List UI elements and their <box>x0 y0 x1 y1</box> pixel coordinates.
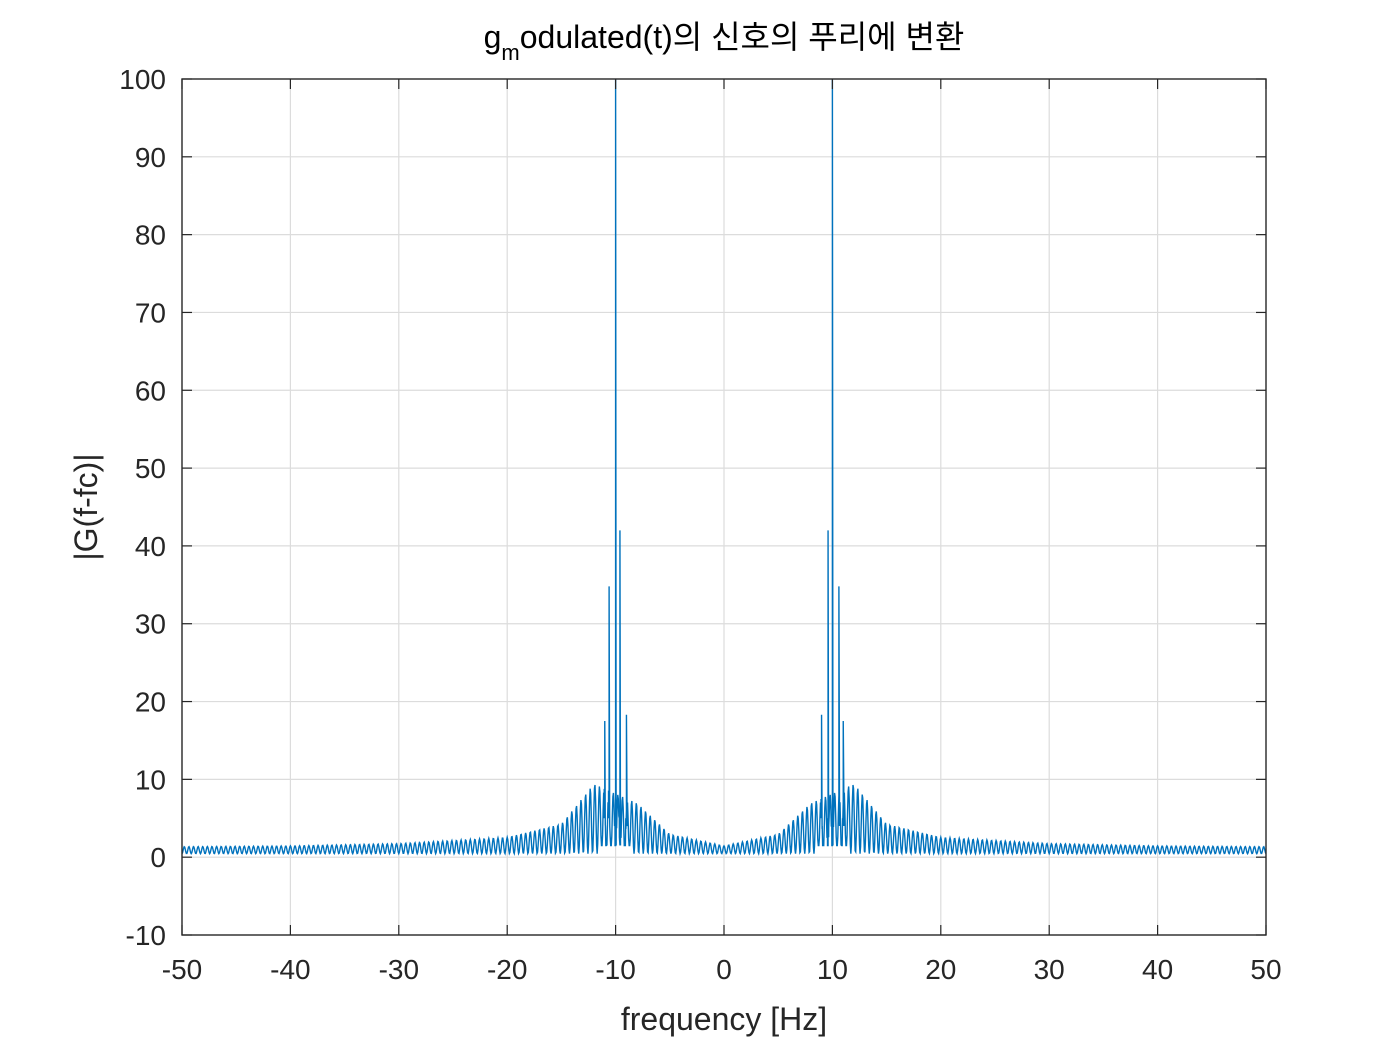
x-tick-label: 10 <box>817 954 848 985</box>
x-axis-label: frequency [Hz] <box>621 1001 827 1037</box>
x-tick-label: 40 <box>1142 954 1173 985</box>
y-tick-label: 60 <box>135 375 166 406</box>
y-axis-label: |G(f-fc)| <box>68 453 104 560</box>
chart-title-main: g <box>484 19 502 55</box>
y-tick-label: 50 <box>135 453 166 484</box>
y-grid <box>182 156 1266 858</box>
x-tick-label: -10 <box>595 954 635 985</box>
y-tick-label: 30 <box>135 609 166 640</box>
x-tick-label: -20 <box>487 954 527 985</box>
y-tick-label: -10 <box>126 920 166 951</box>
y-tick-label: 40 <box>135 531 166 562</box>
series-line <box>181 78 1267 857</box>
x-tick-label: -40 <box>270 954 310 985</box>
y-tick-label: 70 <box>135 297 166 328</box>
x-tick-label: 30 <box>1034 954 1065 985</box>
y-tick-label: 80 <box>135 220 166 251</box>
y-tick-label: 10 <box>135 764 166 795</box>
y-tick-label: 100 <box>119 64 166 95</box>
x-tick-label: 50 <box>1250 954 1281 985</box>
x-tick-label: -30 <box>379 954 419 985</box>
x-tick-label: 0 <box>716 954 732 985</box>
x-axis-ticks: -50 -40 -30 -20 -10 0 10 20 30 40 50 <box>162 79 1282 985</box>
chart-title-subscript: m <box>501 40 519 65</box>
y-tick-label: 90 <box>135 142 166 173</box>
y-tick-label: 20 <box>135 687 166 718</box>
y-axis-ticks: -10 0 10 20 30 40 50 60 70 80 90 100 <box>119 64 1266 951</box>
y-tick-label: 0 <box>150 842 166 873</box>
chart-title-rest: odulated(t)의 신호의 푸리에 변환 <box>520 19 965 55</box>
chart-title: gmodulated(t)의 신호의 푸리에 변환 <box>484 19 965 65</box>
x-tick-label: -50 <box>162 954 202 985</box>
x-tick-label: 20 <box>925 954 956 985</box>
